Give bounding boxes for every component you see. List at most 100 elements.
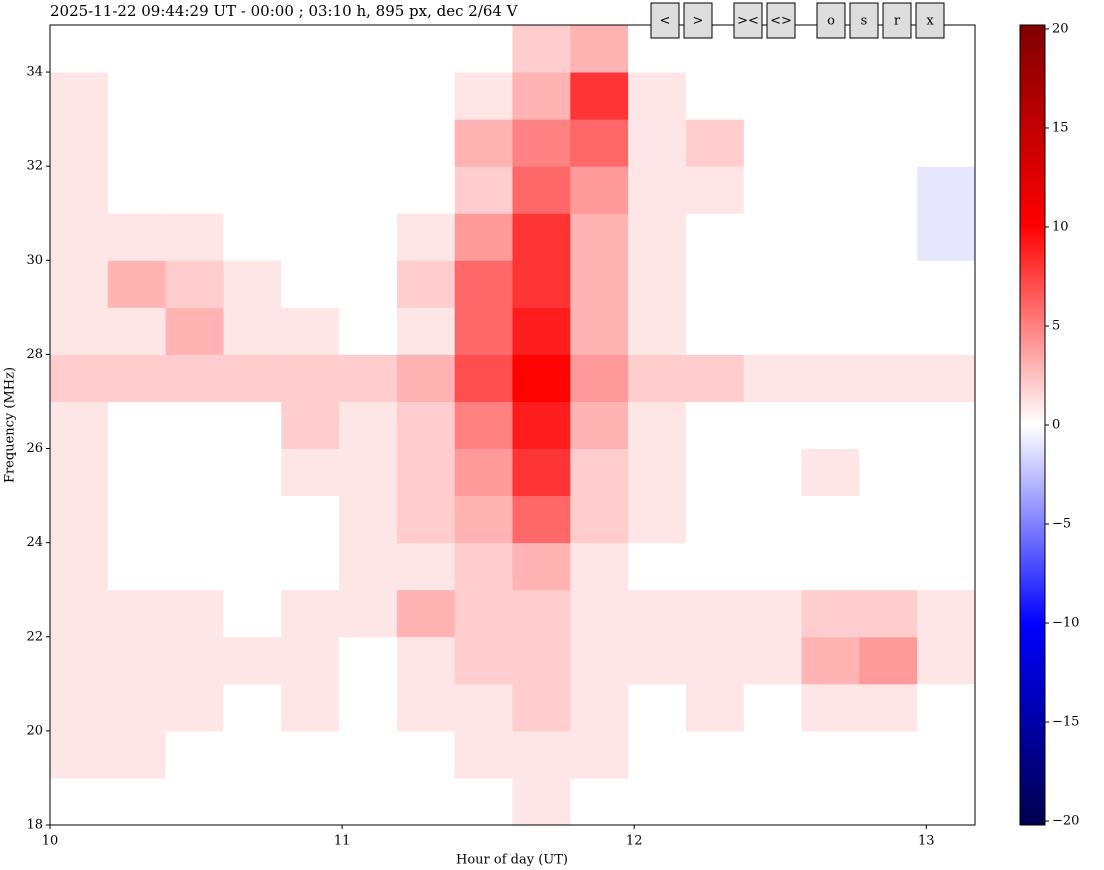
heatmap-cell (454, 636, 513, 685)
heatmap-cell (454, 213, 513, 261)
heatmap-cell (223, 119, 282, 167)
heatmap-cell (859, 119, 918, 167)
heatmap-cell (165, 25, 224, 73)
heatmap-cell (281, 25, 340, 73)
heatmap-cell (685, 354, 745, 402)
heatmap-cell (801, 213, 860, 261)
toolbar-button[interactable]: o (816, 2, 846, 39)
heatmap-cell (917, 213, 976, 261)
toolbar-button[interactable]: r (882, 2, 912, 39)
heatmap-cell (50, 495, 109, 544)
heatmap-cell (223, 166, 282, 214)
heatmap-cell (917, 448, 976, 497)
heatmap-cell (743, 589, 803, 638)
heatmap-cell (628, 119, 687, 167)
heatmap-cell (859, 495, 918, 544)
toolbar-button[interactable]: <> (766, 2, 796, 39)
button-frame (683, 2, 713, 39)
toolbar-button[interactable]: > (683, 2, 713, 39)
heatmap-cell (512, 636, 571, 685)
button-label: > (693, 14, 704, 29)
heatmap-cell (512, 25, 571, 73)
heatmap-cell (628, 166, 687, 214)
heatmap-cell (743, 307, 803, 355)
heatmap-cell (570, 589, 629, 638)
heatmap-cell (339, 636, 398, 685)
heatmap-cell (396, 589, 456, 638)
heatmap-cell (628, 401, 687, 450)
heatmap-cell (165, 166, 224, 214)
heatmap-cell (743, 401, 803, 450)
heatmap-cell (917, 589, 976, 638)
heatmap-cell (50, 260, 109, 308)
toolbar-button[interactable]: s (849, 2, 879, 39)
heatmap-cell (454, 542, 513, 591)
heatmap (50, 25, 976, 826)
heatmap-cell (570, 401, 629, 450)
heatmap-cell (107, 777, 167, 826)
heatmap-cell (685, 495, 745, 544)
x-tick-label: 11 (334, 834, 351, 849)
heatmap-cell (281, 166, 340, 214)
button-label: x (926, 14, 934, 29)
heatmap-cell (570, 213, 629, 261)
heatmap-cell (454, 730, 513, 779)
heatmap-cell (801, 589, 860, 638)
heatmap-cell (628, 636, 687, 685)
heatmap-cell (801, 354, 860, 402)
button-frame (849, 2, 879, 39)
y-tick-label: 34 (26, 65, 43, 80)
heatmap-cell (339, 730, 398, 779)
heatmap-cell (917, 72, 976, 120)
heatmap-cell (223, 495, 282, 544)
heatmap-cell (223, 777, 282, 826)
colorbar-tick-label: −5 (1052, 517, 1071, 532)
heatmap-cell (570, 683, 629, 732)
heatmap-cell (281, 260, 340, 308)
chart-title: 2025-11-22 09:44:29 UT - 00:00 ; 03:10 h… (50, 2, 519, 20)
heatmap-cell (859, 307, 918, 355)
heatmap-cell (917, 542, 976, 591)
heatmap-cell (628, 448, 687, 497)
toolbar-button[interactable]: x (915, 2, 945, 39)
heatmap-cell (570, 354, 629, 402)
heatmap-cell (165, 730, 224, 779)
heatmap-cell (917, 777, 976, 826)
colorbar (1019, 24, 1046, 826)
heatmap-cell (107, 25, 167, 73)
heatmap-cell (512, 683, 571, 732)
heatmap-cell (685, 260, 745, 308)
button-label: o (827, 14, 835, 29)
heatmap-cell (50, 166, 109, 214)
heatmap-cell (396, 636, 456, 685)
heatmap-cell (107, 119, 167, 167)
heatmap-cell (859, 401, 918, 450)
heatmap-cell (454, 166, 513, 214)
heatmap-cell (801, 72, 860, 120)
heatmap-cell (685, 307, 745, 355)
heatmap-cell (339, 25, 398, 73)
heatmap-cell (107, 213, 167, 261)
toolbar-button[interactable]: < (650, 2, 680, 39)
heatmap-cell (107, 72, 167, 120)
y-tick-label: 30 (26, 253, 43, 268)
heatmap-cell (743, 213, 803, 261)
heatmap-cell (512, 730, 571, 779)
button-frame (650, 2, 680, 39)
heatmap-cell (281, 542, 340, 591)
heatmap-cell (223, 307, 282, 355)
button-frame (882, 2, 912, 39)
heatmap-cell (628, 495, 687, 544)
heatmap-cell (512, 307, 571, 355)
heatmap-cell (281, 636, 340, 685)
heatmap-cell (165, 589, 224, 638)
heatmap-cell (165, 683, 224, 732)
heatmap-cell (281, 119, 340, 167)
heatmap-cell (165, 119, 224, 167)
heatmap-cell (50, 307, 109, 355)
toolbar-button[interactable]: >< (733, 2, 763, 39)
y-tick-label: 18 (26, 818, 43, 833)
heatmap-cell (396, 354, 456, 402)
heatmap-cell (801, 542, 860, 591)
heatmap-cell (165, 307, 224, 355)
